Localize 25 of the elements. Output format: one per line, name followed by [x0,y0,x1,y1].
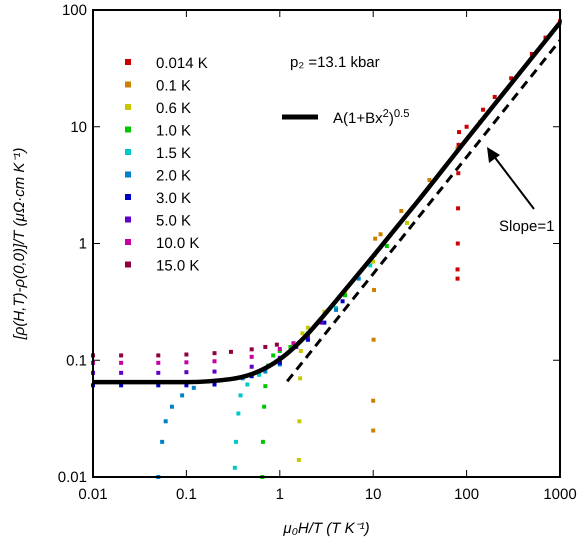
legend-label: 15.0 K [156,258,200,274]
annotation: p₂ =13.1 kbar [290,54,380,71]
y-axis-title: [ρ(H,T)-ρ(0,0)]/T (μΩ·cm K⁻¹) [11,148,28,340]
x-tick-label: 100 [454,486,480,503]
y-tick-label: 1 [78,236,87,252]
x-tick-label: 1 [276,486,284,503]
legend-label: 5.0 K [156,212,192,230]
y-tick-label: 10 [70,118,87,136]
y-tick-label: 0.01 [58,469,87,486]
legend-label: A(1+Bx$^{2}$)$^{0.5}$ [333,108,410,127]
legend-label: 0.014 K [156,55,208,72]
legend-label: 1.0 K [156,122,192,140]
y-tick-label: 100 [62,2,87,19]
x-tick-label: 10 [364,486,382,503]
annotation: Slope=1 [499,218,554,235]
legend-label: 0.1 K [156,78,192,94]
legend-label: 0.6 K [156,100,192,117]
x-axis-title: μ₀H/T (T K⁻¹) [282,520,370,537]
legend-label: 1.5 K [156,145,192,162]
x-tick-label: 0.1 [176,486,197,503]
legend-label: 10.0 K [156,235,200,252]
y-tick-label: 0.1 [66,352,87,370]
x-tick-label: 1000 [543,486,577,503]
legend-label: 3.0 K [156,190,192,207]
legend-label: 2.0 K [156,168,192,184]
